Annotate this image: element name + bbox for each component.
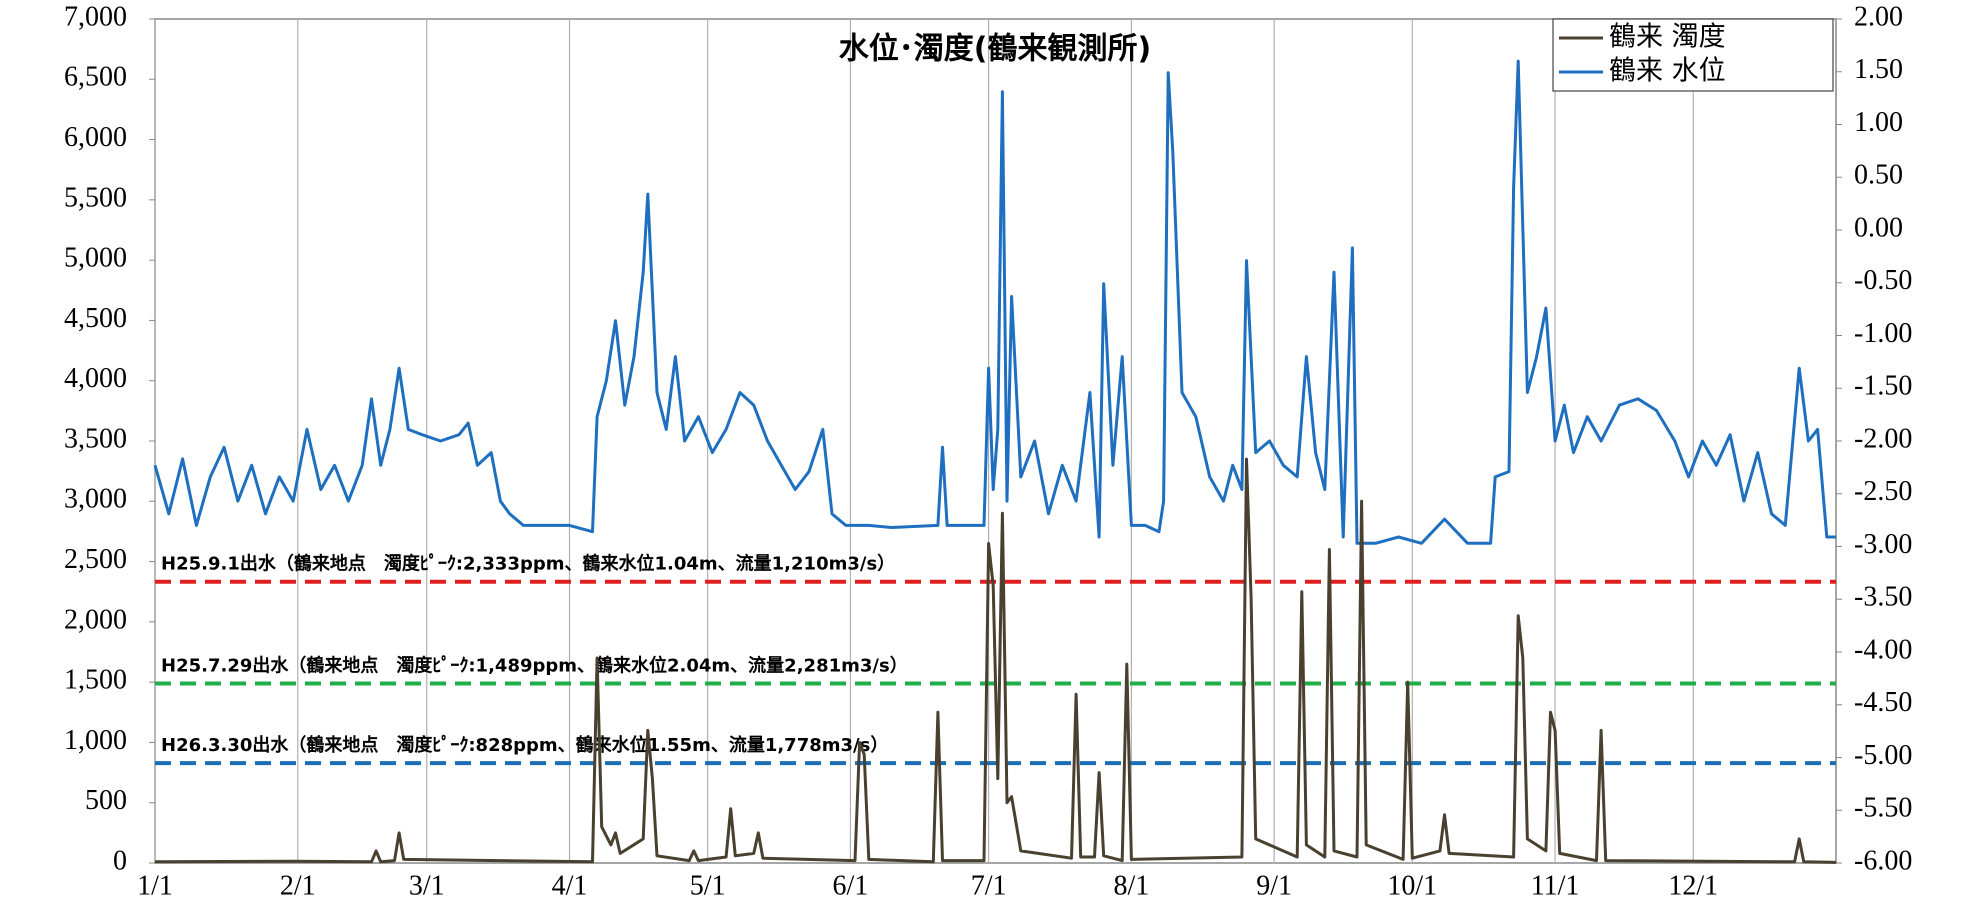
y2-tick-label: -4.00 — [1854, 634, 1912, 665]
y-tick-label: 2,500 — [64, 544, 127, 575]
y2-tick-label: -3.00 — [1854, 529, 1912, 560]
y-tick-label: 0 — [113, 845, 127, 876]
y2-tick-label: -4.50 — [1854, 687, 1912, 718]
x-tick-label: 2/1 — [280, 870, 316, 901]
series-line — [154, 457, 1837, 864]
x-tick-label: 6/1 — [833, 870, 869, 901]
y-tick-label: 5,000 — [64, 243, 127, 274]
y-tick-label: 6,000 — [64, 122, 127, 153]
x-tick-label: 7/1 — [971, 870, 1007, 901]
y2-tick-label: -3.50 — [1854, 582, 1912, 613]
y-tick-label: 3,500 — [64, 423, 127, 454]
x-tick-label: 8/1 — [1113, 870, 1149, 901]
legend-label: 鶴来 水位 — [1609, 56, 1726, 87]
y2-tick-label: -2.00 — [1854, 423, 1912, 454]
y-tick-label: 1,000 — [64, 725, 127, 756]
x-tick-label: 12/1 — [1668, 870, 1718, 901]
y-tick-label: 2,000 — [64, 604, 127, 635]
y-tick-label: 5,500 — [64, 182, 127, 213]
y-tick-label: 6,500 — [64, 62, 127, 93]
series-line — [153, 59, 1836, 545]
y2-tick-label: 1.50 — [1854, 54, 1903, 85]
y2-tick-label: 0.00 — [1854, 212, 1903, 243]
chart-title: 水位･濁度(鶴来観測所) — [839, 32, 1151, 67]
x-tick-label: 4/1 — [552, 870, 588, 901]
y-tick-label: 4,000 — [64, 363, 127, 394]
y2-tick-label: 0.50 — [1854, 160, 1903, 191]
legend-label: 鶴来 濁度 — [1609, 22, 1726, 53]
y2-tick-label: -5.00 — [1854, 740, 1912, 771]
y2-tick-label: -2.50 — [1854, 476, 1912, 507]
legend-box — [1552, 18, 1834, 92]
reference-label: H26.3.30出水（鶴来地点 濁度ﾋﾟｰｸ:828ppm、鶴来水位1.55m、… — [161, 734, 888, 756]
y-tick-label: 7,000 — [64, 1, 127, 32]
reference-label: H25.9.1出水（鶴来地点 濁度ﾋﾟｰｸ:2,333ppm、鶴来水位1.04m… — [161, 553, 895, 575]
y-tick-label: 4,500 — [64, 303, 127, 334]
x-tick-label: 3/1 — [409, 870, 445, 901]
y2-tick-label: -1.50 — [1854, 371, 1912, 402]
y2-tick-label: 1.00 — [1854, 107, 1903, 138]
x-tick-label: 1/1 — [137, 870, 173, 901]
y2-tick-label: -1.00 — [1854, 318, 1912, 349]
y2-tick-label: -0.50 — [1854, 265, 1912, 296]
y-tick-label: 3,000 — [64, 484, 127, 515]
x-tick-label: 9/1 — [1256, 870, 1292, 901]
y2-tick-label: -6.00 — [1854, 845, 1912, 876]
y-tick-label: 1,500 — [64, 665, 127, 696]
y-tick-label: 500 — [85, 785, 127, 816]
reference-label: H25.7.29出水（鶴来地点 濁度ﾋﾟｰｸ:1,489ppm、鶴来水位2.04… — [161, 654, 908, 676]
y2-tick-label: -5.50 — [1854, 793, 1912, 824]
x-tick-label: 11/1 — [1531, 870, 1580, 901]
y2-tick-label: 2.00 — [1854, 1, 1903, 32]
x-tick-label: 5/1 — [690, 870, 726, 901]
x-tick-label: 10/1 — [1387, 870, 1437, 901]
